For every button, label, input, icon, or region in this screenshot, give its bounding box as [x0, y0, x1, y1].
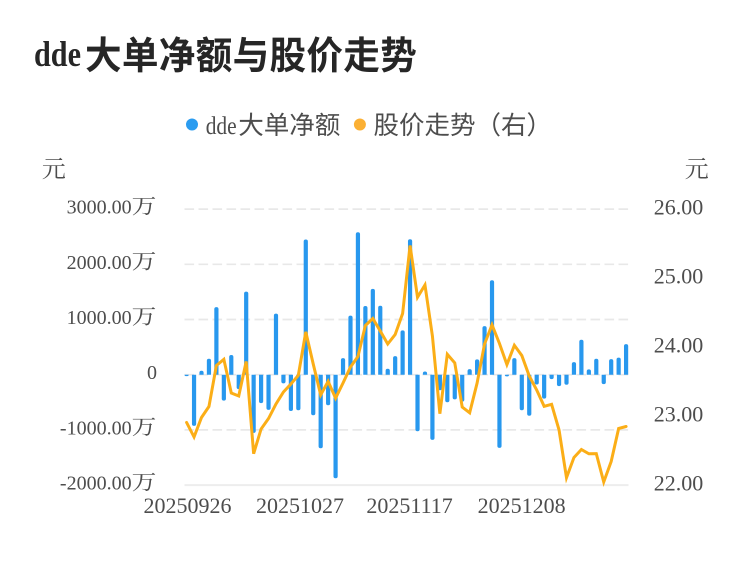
svg-text:26.00: 26.00 — [654, 194, 704, 219]
svg-text:20251117: 20251117 — [366, 493, 452, 518]
svg-text:-1000.00: -1000.00 — [60, 417, 132, 439]
svg-text:-2000.00: -2000.00 — [60, 473, 132, 495]
svg-text:20250926: 20250926 — [144, 493, 232, 518]
svg-text:25.00: 25.00 — [654, 263, 704, 288]
svg-text:0: 0 — [147, 362, 157, 384]
svg-text:1000.00: 1000.00 — [67, 307, 132, 329]
svg-text:dde: dde — [206, 111, 237, 140]
svg-text:20251027: 20251027 — [256, 493, 344, 518]
svg-text:3000.00: 3000.00 — [67, 197, 132, 219]
svg-text:22.00: 22.00 — [654, 470, 704, 495]
svg-text:2000.00: 2000.00 — [67, 252, 132, 274]
svg-text:24.00: 24.00 — [654, 332, 704, 357]
svg-text:20251208: 20251208 — [478, 493, 566, 518]
svg-text:dde: dde — [34, 34, 81, 74]
svg-text:23.00: 23.00 — [654, 401, 704, 426]
